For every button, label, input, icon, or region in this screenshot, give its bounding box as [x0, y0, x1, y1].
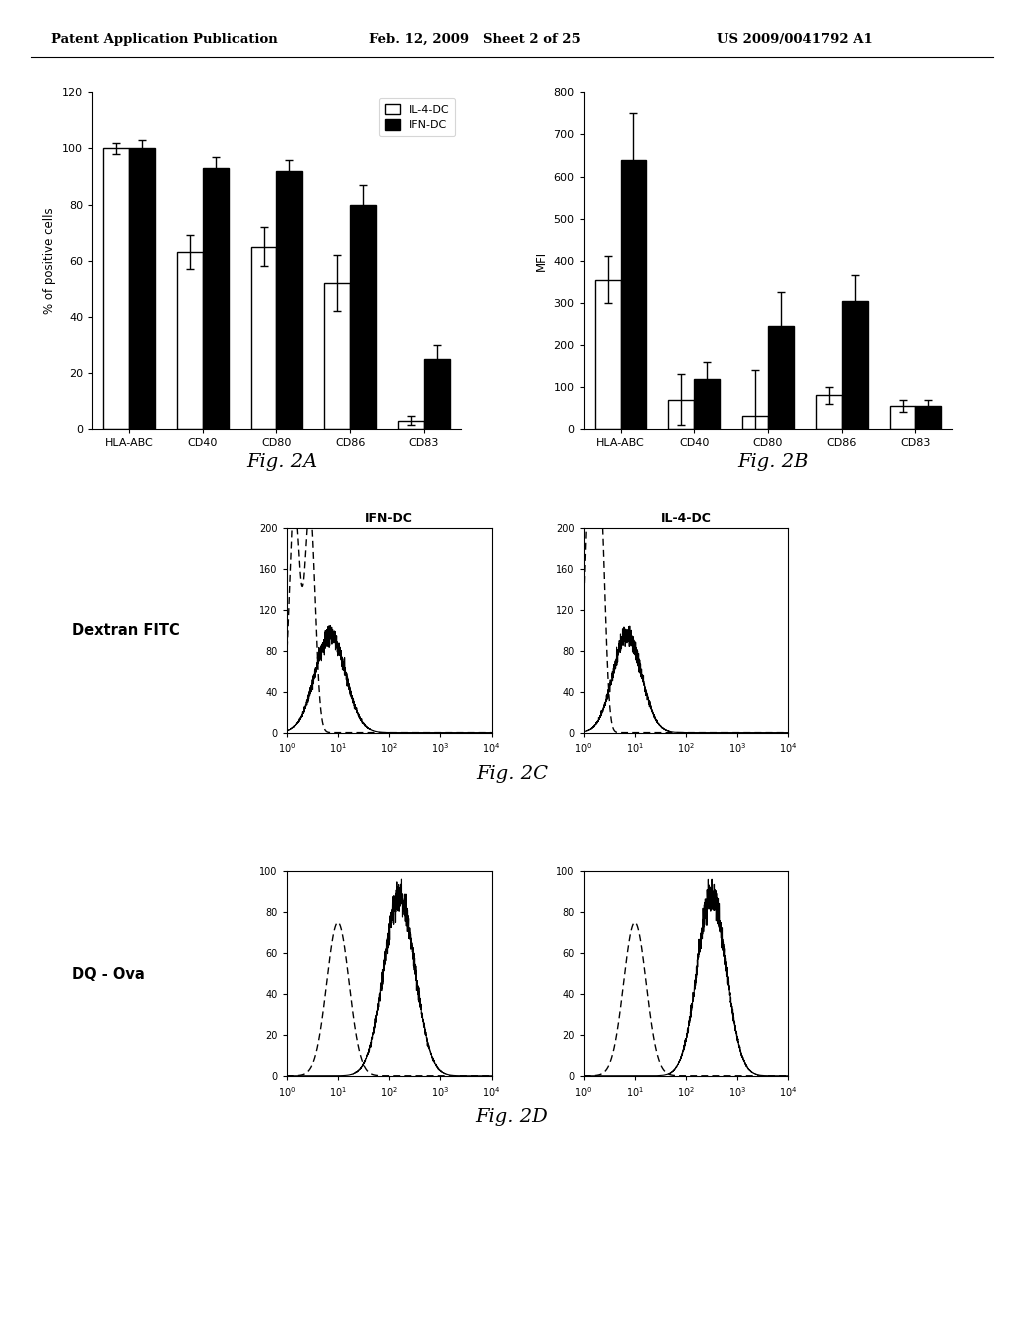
Bar [694, 379, 720, 429]
Bar [816, 396, 842, 429]
Bar [424, 359, 450, 429]
Text: US 2009/0041792 A1: US 2009/0041792 A1 [717, 33, 872, 46]
Bar [203, 168, 228, 429]
Legend: IL-4-DC, IFN-DC: IL-4-DC, IFN-DC [379, 98, 456, 136]
Bar [325, 282, 350, 429]
Bar [251, 247, 276, 429]
Text: Feb. 12, 2009   Sheet 2 of 25: Feb. 12, 2009 Sheet 2 of 25 [369, 33, 581, 46]
Bar [768, 326, 794, 429]
Bar [177, 252, 203, 429]
Bar [398, 421, 424, 429]
Bar [742, 416, 768, 429]
Bar [842, 301, 867, 429]
Bar [621, 160, 646, 429]
Title: IFN-DC: IFN-DC [366, 512, 413, 525]
Text: Fig. 2C: Fig. 2C [476, 764, 548, 783]
Bar [350, 205, 376, 429]
Bar [129, 149, 155, 429]
Bar [669, 400, 694, 429]
Y-axis label: MFI: MFI [535, 251, 548, 271]
Y-axis label: % of positive cells: % of positive cells [43, 207, 56, 314]
Text: Fig. 2A: Fig. 2A [246, 453, 317, 471]
Text: Dextran FITC: Dextran FITC [72, 623, 179, 639]
Bar [276, 170, 302, 429]
Bar [595, 280, 621, 429]
Title: IL-4-DC: IL-4-DC [660, 512, 712, 525]
Bar [915, 405, 941, 429]
Text: Patent Application Publication: Patent Application Publication [51, 33, 278, 46]
Bar [890, 405, 915, 429]
Bar [103, 149, 129, 429]
Text: Fig. 2B: Fig. 2B [737, 453, 809, 471]
Text: DQ - Ova: DQ - Ova [72, 966, 144, 982]
Text: Fig. 2D: Fig. 2D [475, 1107, 549, 1126]
